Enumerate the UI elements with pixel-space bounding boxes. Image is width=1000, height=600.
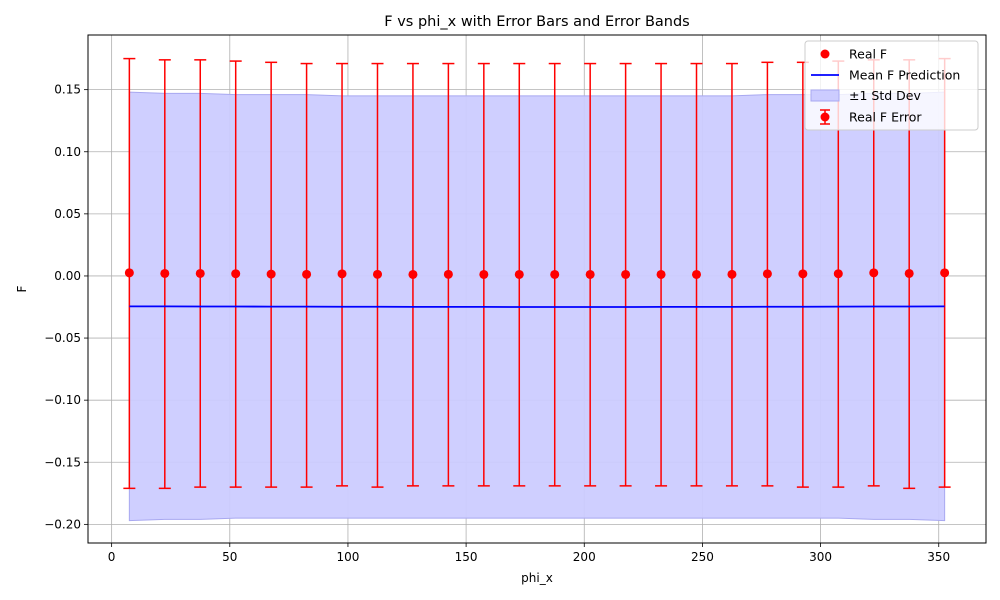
x-tick-label: 300 <box>809 550 832 564</box>
legend-label: Real F <box>849 47 887 62</box>
y-tick-label: −0.05 <box>44 331 81 345</box>
y-tick-label: −0.15 <box>44 455 81 469</box>
x-tick-label: 100 <box>336 550 359 564</box>
real-f-points <box>124 268 950 279</box>
x-tick-label: 0 <box>108 550 116 564</box>
x-tick-label: 250 <box>691 550 714 564</box>
data-point <box>550 269 560 279</box>
data-point <box>124 268 134 278</box>
data-point <box>195 268 205 278</box>
x-tick-label: 200 <box>573 550 596 564</box>
data-point <box>514 269 524 279</box>
data-point <box>656 269 666 279</box>
data-point <box>585 269 595 279</box>
chart-title: F vs phi_x with Error Bars and Error Ban… <box>384 14 689 30</box>
data-point <box>160 268 170 278</box>
data-point <box>762 269 772 279</box>
plot-frame <box>87 34 987 544</box>
legend-entry-real-f: Real F <box>820 47 887 62</box>
data-point <box>904 268 914 278</box>
x-tick-label: 150 <box>455 550 478 564</box>
legend-entry-real-f-error: Real F Error <box>820 109 922 125</box>
x-tick-label: 350 <box>927 550 950 564</box>
y-tick-label: 0.05 <box>54 207 81 221</box>
legend-label: Mean F Prediction <box>849 68 960 83</box>
legend-errorbar-dot-icon <box>820 112 830 122</box>
mean-prediction-line <box>129 305 945 308</box>
data-point <box>940 268 950 278</box>
legend-patch-icon <box>810 89 840 102</box>
mean-prediction-polyline <box>129 305 945 308</box>
data-point <box>798 269 808 279</box>
data-point <box>833 269 843 279</box>
legend: Real F Mean F Prediction ±1 Std Dev Real… <box>804 40 979 131</box>
y-tick-label: 0.10 <box>54 145 81 159</box>
data-point <box>266 269 276 279</box>
y-tick-label: 0.15 <box>54 83 81 97</box>
data-point <box>408 269 418 279</box>
x-ticks: 0 50 100 150 200 250 300 350 <box>108 543 950 564</box>
data-point <box>479 269 489 279</box>
data-point <box>869 268 879 278</box>
data-point <box>621 269 631 279</box>
legend-entry-std-dev: ±1 Std Dev <box>810 88 921 103</box>
data-point <box>302 269 312 279</box>
x-axis-label: phi_x <box>521 571 553 585</box>
y-ticks: −0.20 −0.15 −0.10 −0.05 0.00 0.05 0.10 0.15 <box>44 83 88 531</box>
legend-label: Real F Error <box>849 110 922 125</box>
legend-entry-mean-prediction: Mean F Prediction <box>811 68 960 83</box>
data-point <box>337 269 347 279</box>
data-point <box>372 269 382 279</box>
legend-dot-icon <box>820 49 830 59</box>
legend-frame <box>804 40 979 131</box>
x-tick-label: 50 <box>222 550 237 564</box>
y-axis-label: F <box>15 285 29 292</box>
y-tick-label: 0.00 <box>54 269 81 283</box>
y-tick-label: −0.20 <box>44 517 81 531</box>
data-point <box>231 269 241 279</box>
data-point <box>692 269 702 279</box>
y-tick-label: −0.10 <box>44 393 81 407</box>
data-point <box>727 269 737 279</box>
legend-label: ±1 Std Dev <box>849 88 921 103</box>
data-point <box>443 269 453 279</box>
